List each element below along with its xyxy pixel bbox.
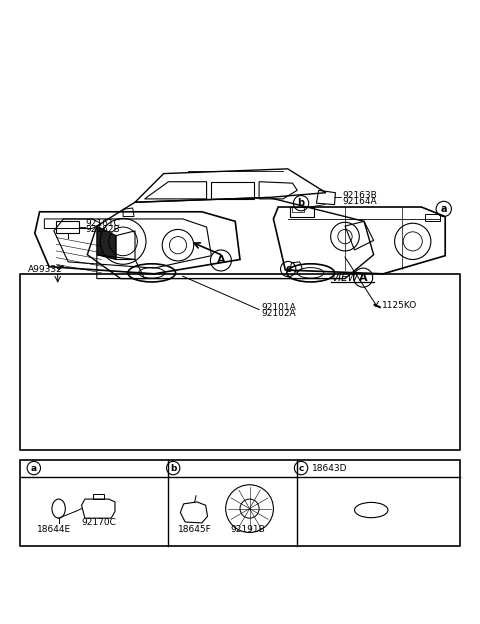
Text: 92170C: 92170C	[82, 519, 117, 527]
Bar	[21, 274, 459, 451]
Text: VIEW: VIEW	[332, 273, 359, 283]
Text: 92101A: 92101A	[262, 303, 296, 312]
Text: 92162B: 92162B	[85, 225, 120, 235]
Polygon shape	[97, 226, 116, 260]
Text: 18645F: 18645F	[178, 525, 212, 534]
Text: c: c	[299, 464, 304, 472]
Text: 92102A: 92102A	[262, 309, 296, 318]
Text: A: A	[359, 273, 367, 283]
Bar	[21, 460, 459, 546]
Text: 18644E: 18644E	[37, 525, 72, 534]
Text: 92191B: 92191B	[230, 525, 265, 534]
Text: a: a	[441, 204, 447, 214]
Text: b: b	[298, 198, 305, 208]
Text: 92164A: 92164A	[342, 197, 377, 206]
Text: 92163B: 92163B	[342, 190, 377, 200]
Text: b: b	[170, 464, 176, 472]
Text: a: a	[31, 464, 37, 472]
Text: A99332: A99332	[28, 265, 62, 273]
Text: 92161C: 92161C	[85, 219, 120, 228]
Text: 1125KO: 1125KO	[382, 301, 418, 310]
Text: c: c	[285, 264, 291, 274]
Text: A: A	[216, 255, 225, 265]
Text: 18643D: 18643D	[312, 464, 347, 472]
